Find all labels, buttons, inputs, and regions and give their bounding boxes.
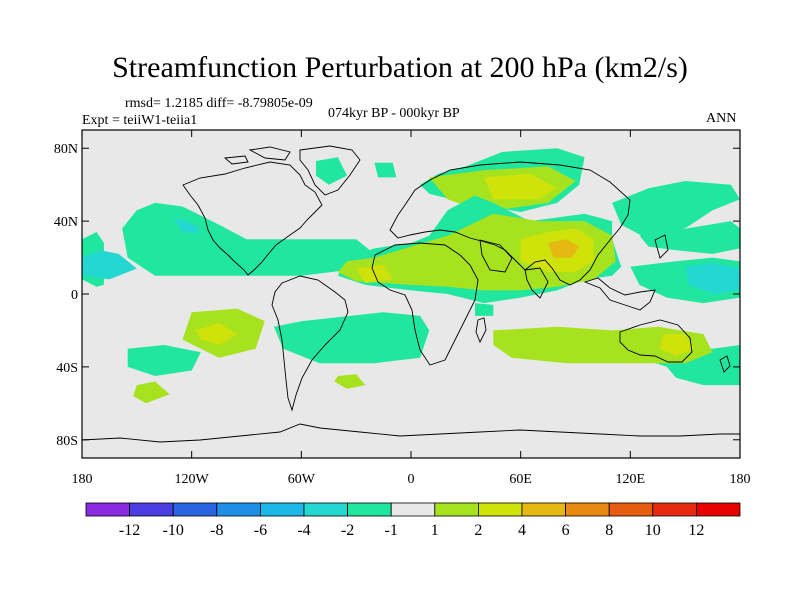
map-background [82,130,740,458]
coastline-antarctica [82,423,740,443]
colorbar-swatch [390,502,436,517]
colorbar: -12 -10 -8 -6 -4 -2 -1 1 2 4 6 8 10 12 [85,502,741,539]
colorbar-label: 2 [474,522,482,539]
contour-region-4 [316,157,347,185]
colorbar-swatch [85,502,130,517]
coastline-arctic-islands [223,146,291,165]
contour-region-5 [374,162,397,178]
y-tick-label: 40N [54,215,78,230]
colorbar-label: 10 [645,522,661,539]
period-label: 074kyr BP - 000kyr BP [328,106,460,121]
contour-region-25 [666,366,740,386]
contour-region-3 [82,250,137,280]
contour-region-21 [639,221,740,254]
x-tick-label: 60W [288,472,316,487]
coastline-europe-asia [389,161,631,286]
contour-region-20 [612,181,740,240]
colorbar-swatch [216,502,261,517]
coastline-australia [619,319,693,363]
y-tick-label: 40S [56,361,78,376]
contour-region-9 [127,345,201,376]
coastline-africa [371,242,479,366]
colorbar-label: 8 [605,522,613,539]
colorbar-label: -10 [163,522,184,539]
colorbar-label: -4 [297,522,310,539]
colorbar-swatch [347,502,392,517]
y-tick-label: 80S [56,434,78,449]
colorbar-label: 1 [431,522,439,539]
y-axis-ticks: 80N 40N 0 40S 80S [54,142,740,449]
colorbar-swatch [477,502,523,517]
coastline-north-america [182,161,323,276]
coastline-arabia-india [479,239,549,299]
map-title: Streamfunction Perturbation at 200 hPa (… [112,51,688,84]
colorbar-swatch [172,502,218,517]
colorbar-label: -12 [119,522,140,539]
coastline-southeast-asia [583,234,669,311]
x-tick-label: 180 [72,472,93,487]
coastline-new-zealand [719,355,731,373]
y-tick-label: 0 [71,288,78,303]
colorbar-label: -8 [210,522,223,539]
contour-region-6 [273,312,430,364]
coastline-madagascar [475,317,487,344]
colorbar-swatch [434,502,479,517]
colorbar-label: 4 [518,522,526,539]
contour-region-23 [685,263,740,294]
colorbar-swatch [259,502,305,517]
colorbar-swatch [303,502,348,517]
contour-region-26 [493,326,713,364]
contour-region-2 [173,217,201,234]
y-tick-label: 80N [54,142,78,157]
colorbar-swatch [129,502,174,517]
colorbar-swatch [608,502,654,517]
contour-region-14 [484,173,558,200]
colorbar-label: 6 [562,522,570,539]
colorbar-swatch [696,502,741,517]
x-tick-label: 120W [175,472,210,487]
contour-region-11 [334,374,366,389]
coastline-greenland [299,145,361,196]
x-tick-label: 120E [616,472,646,487]
coastline-layer [82,145,740,443]
coastline-south-america [271,275,349,412]
colorbar-label: 12 [688,522,704,539]
x-tick-label: 60E [509,472,532,487]
colorbar-swatch [565,502,610,517]
x-axis-ticks: 180 120W 60W 0 60E 120E 180 [72,130,751,487]
stats-line: rmsd= 1.2185 diff= -8.79805e-09 [125,96,313,111]
colorbar-swatch [521,502,566,517]
colorbar-label: -1 [385,522,398,539]
contour-region-10 [133,381,170,404]
contour-region-27 [659,334,695,356]
contour-region-1 [122,202,375,276]
contour-region-19 [548,239,580,258]
season-label: ANN [706,111,737,126]
x-tick-label: 0 [408,472,415,487]
colorbar-label: -6 [254,522,267,539]
colorbar-swatch [652,502,697,517]
x-tick-label: 180 [730,472,751,487]
colorbar-label: -2 [341,522,354,539]
contour-region-8 [195,323,238,345]
experiment-label: Expt = teiiW1-teiia1 [82,113,198,128]
contour-region-28 [475,303,494,316]
